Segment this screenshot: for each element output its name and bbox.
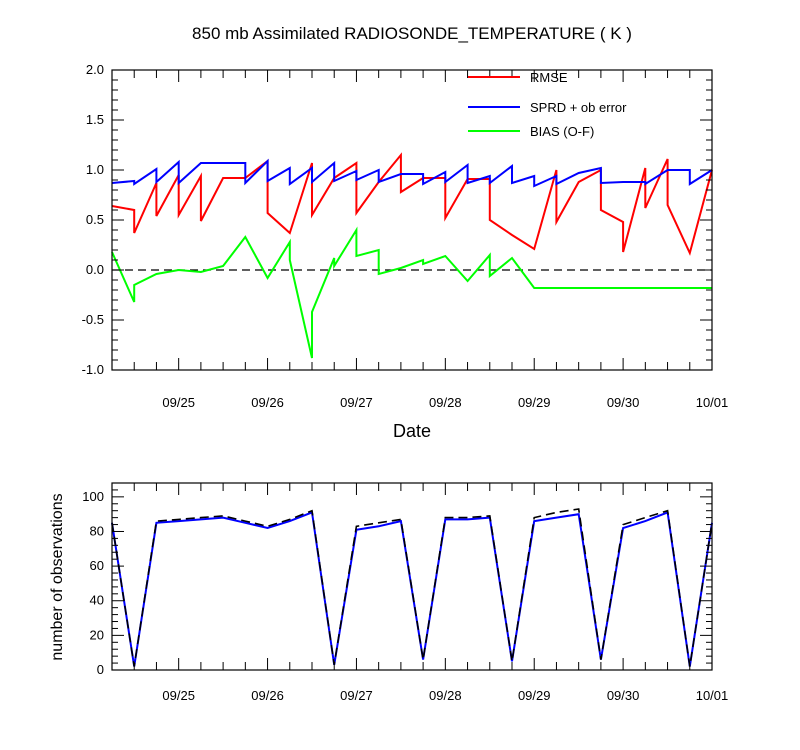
legend-label-sprd: SPRD + ob error (530, 100, 627, 115)
top-y-tick-label: 1.5 (86, 112, 104, 127)
top-x-tick-label: 09/29 (518, 395, 551, 410)
top-x-tick-label: 10/01 (696, 395, 729, 410)
bottom-y-tick-label: 60 (90, 558, 104, 573)
bottom-x-tick-label: 09/29 (518, 688, 551, 703)
top-x-tick-label: 09/26 (251, 395, 284, 410)
bottom-plot-frame (111, 482, 713, 671)
bottom-y-tick-label: 0 (97, 662, 104, 677)
top-y-tick-label: -1.0 (82, 362, 104, 377)
top-axis-ticks: -1.0 -0.5 0.0 0.5 1.0 1.5 2.0 09/25 09/26 09/27 09… (82, 62, 729, 410)
top-y-tick-label: 1.0 (86, 162, 104, 177)
bottom-y-tick-label: 20 (90, 627, 104, 642)
bottom-series-line-observations-possible (111, 508, 713, 667)
top-x-tick-label: 09/25 (162, 395, 195, 410)
y-axis-label-observations: number of observations (49, 493, 66, 660)
top-x-tick-label: 09/30 (607, 395, 640, 410)
bottom-x-tick-label: 09/30 (607, 688, 640, 703)
top-panel: 850 mb Assimilated RADIOSONDE_TEMPERATUR… (82, 24, 729, 441)
chart-title: 850 mb Assimilated RADIOSONDE_TEMPERATUR… (192, 24, 632, 43)
top-x-tick-label: 09/27 (340, 395, 373, 410)
bottom-x-tick-label: 09/27 (340, 688, 373, 703)
top-series-line-bias-o-f- (111, 226, 712, 359)
bottom-y-tick-label: 80 (90, 523, 104, 538)
bottom-panel: 0 20 40 60 80 100 09/25 09/26 09/27 09/28 09/29 09/… (49, 482, 729, 703)
top-series-line-sprd-ob-error (111, 158, 713, 188)
x-axis-label: Date (393, 421, 431, 441)
top-series-line-rmse (111, 152, 713, 256)
top-y-tick-label: 0.0 (86, 262, 104, 277)
bottom-x-tick-label: 10/01 (696, 688, 729, 703)
legend-label-rmse: RMSE (530, 70, 568, 85)
top-y-tick-label: 0.5 (86, 212, 104, 227)
top-y-tick-label: -0.5 (82, 312, 104, 327)
top-plot-frame (111, 69, 713, 371)
bottom-x-tick-label: 09/25 (162, 688, 195, 703)
top-series-layer (111, 152, 713, 359)
bottom-axis-ticks: 0 20 40 60 80 100 09/25 09/26 09/27 09/28 09/29 09/… (82, 482, 729, 703)
bottom-series-layer (111, 508, 713, 667)
bottom-x-tick-label: 09/28 (429, 688, 462, 703)
bottom-y-tick-label: 40 (90, 593, 104, 608)
bottom-y-tick-label: 100 (82, 489, 104, 504)
top-x-tick-label: 09/28 (429, 395, 462, 410)
legend: RMSE SPRD + ob error BIAS (O-F) (468, 70, 627, 139)
bottom-x-tick-label: 09/26 (251, 688, 284, 703)
legend-label-bias: BIAS (O-F) (530, 124, 594, 139)
top-y-tick-label: 2.0 (86, 62, 104, 77)
